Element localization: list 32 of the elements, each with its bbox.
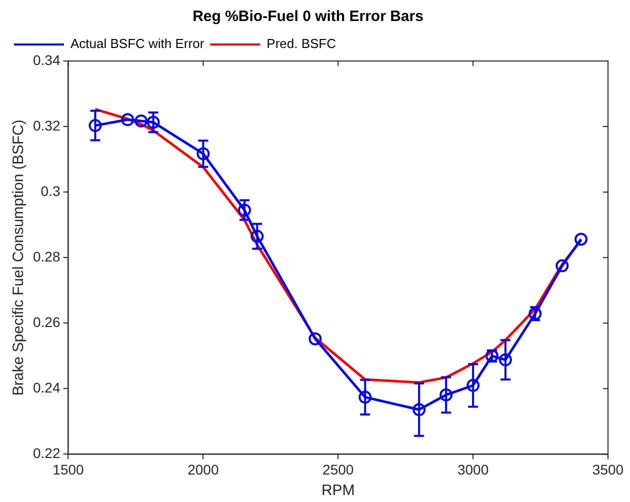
y-tick-label: 0.32	[33, 117, 60, 134]
y-tick-label: 0.3	[40, 182, 60, 199]
point	[498, 353, 512, 366]
x-tick-label: 3000	[457, 461, 489, 478]
point	[121, 113, 134, 126]
x-tick-label: 3500	[592, 461, 624, 478]
point	[134, 114, 148, 128]
chart-title: Reg %Bio-Fuel 0 with Error Bars	[192, 8, 424, 26]
point	[196, 147, 210, 160]
x-tick-label: 2500	[322, 461, 354, 478]
point	[466, 378, 480, 392]
y-tick-label: 0.22	[33, 445, 60, 462]
y-tick-label: 0.34	[33, 52, 60, 68]
legend-label: Actual BSFC with Error	[70, 36, 205, 52]
y-tick-label: 0.26	[33, 314, 60, 330]
point	[556, 259, 569, 272]
point	[440, 388, 453, 402]
legend-label: Pred. BSFC	[266, 36, 336, 52]
point	[238, 204, 251, 217]
point	[412, 403, 426, 416]
x-tick-label: 2000	[188, 461, 219, 478]
point	[146, 116, 160, 129]
y-tick-label: 0.28	[33, 248, 60, 264]
point	[250, 230, 264, 243]
y-tick-label: 0.24	[33, 380, 60, 396]
point	[308, 332, 322, 346]
x-tick-label: 1500	[52, 461, 84, 478]
x-axis-title: RPM	[321, 482, 355, 500]
point	[88, 119, 102, 132]
point	[574, 232, 588, 246]
point	[358, 390, 372, 404]
y-axis-title: Brake Specific Fuel Consumption (BSFC)	[10, 120, 28, 396]
